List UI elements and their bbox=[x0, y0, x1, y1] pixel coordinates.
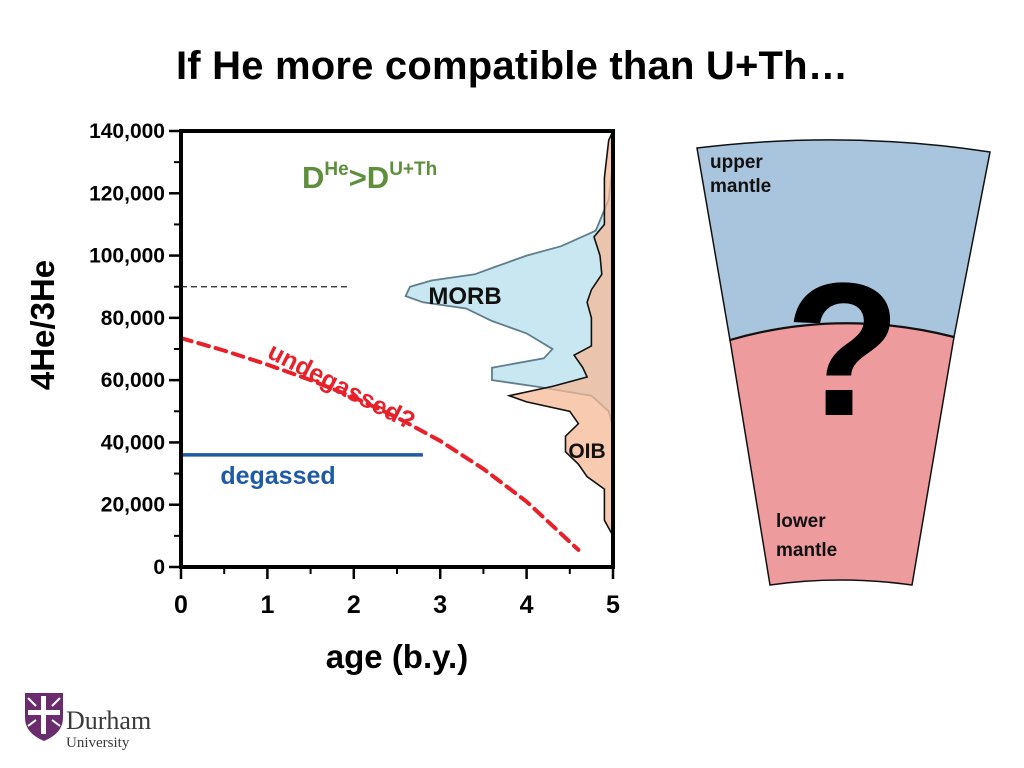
y-axis-label: 4He/3He bbox=[24, 260, 61, 390]
x-tick-label: 2 bbox=[347, 591, 361, 619]
undegassed-label: undegassed? bbox=[263, 337, 419, 435]
y-tick-label: 140,000 bbox=[89, 120, 165, 143]
lower-mantle-label: lower mantle bbox=[776, 511, 837, 561]
x-tick-label: 0 bbox=[174, 591, 188, 619]
question-mark: ? bbox=[785, 244, 901, 456]
x-tick-label: 1 bbox=[260, 591, 274, 619]
y-tick-label: 40,000 bbox=[101, 431, 165, 454]
y-tick-label: 100,000 bbox=[89, 245, 165, 268]
oib-label: OIB bbox=[568, 440, 605, 463]
plot-frame bbox=[179, 129, 615, 569]
slide-title: If He more compatible than U+Th… bbox=[175, 44, 849, 88]
x-tick-label: 5 bbox=[606, 591, 620, 619]
mantle-boundary-line bbox=[729, 322, 955, 342]
lines-layer bbox=[179, 336, 581, 552]
tick-layer: 0 20,000 40,000 60,000 80,000 100,000 120,000 1… bbox=[89, 120, 620, 619]
x-axis-label: age (b.y.) bbox=[326, 638, 468, 675]
y-tick-label: 120,000 bbox=[89, 182, 165, 205]
logo-wordmark: Durham bbox=[66, 706, 152, 735]
undegassed-curve bbox=[179, 336, 581, 552]
y-tick-label: 60,000 bbox=[101, 369, 165, 392]
durham-crest-icon bbox=[25, 693, 63, 741]
y-tick-label: 0 bbox=[153, 556, 165, 579]
upper-mantle-label: upper mantle bbox=[710, 152, 771, 197]
logo-subtitle: University bbox=[66, 735, 130, 751]
partition-annotation: DHe>DU+Th bbox=[302, 159, 437, 195]
x-tick-label: 4 bbox=[520, 591, 534, 619]
y-tick-label: 20,000 bbox=[101, 494, 165, 517]
y-tick-label: 80,000 bbox=[101, 307, 165, 330]
distribution-layer bbox=[404, 130, 614, 567]
x-tick-label: 3 bbox=[433, 591, 447, 619]
morb-label: MORB bbox=[428, 283, 501, 310]
degassed-label: degassed bbox=[220, 462, 335, 490]
oib-distribution bbox=[506, 130, 614, 567]
